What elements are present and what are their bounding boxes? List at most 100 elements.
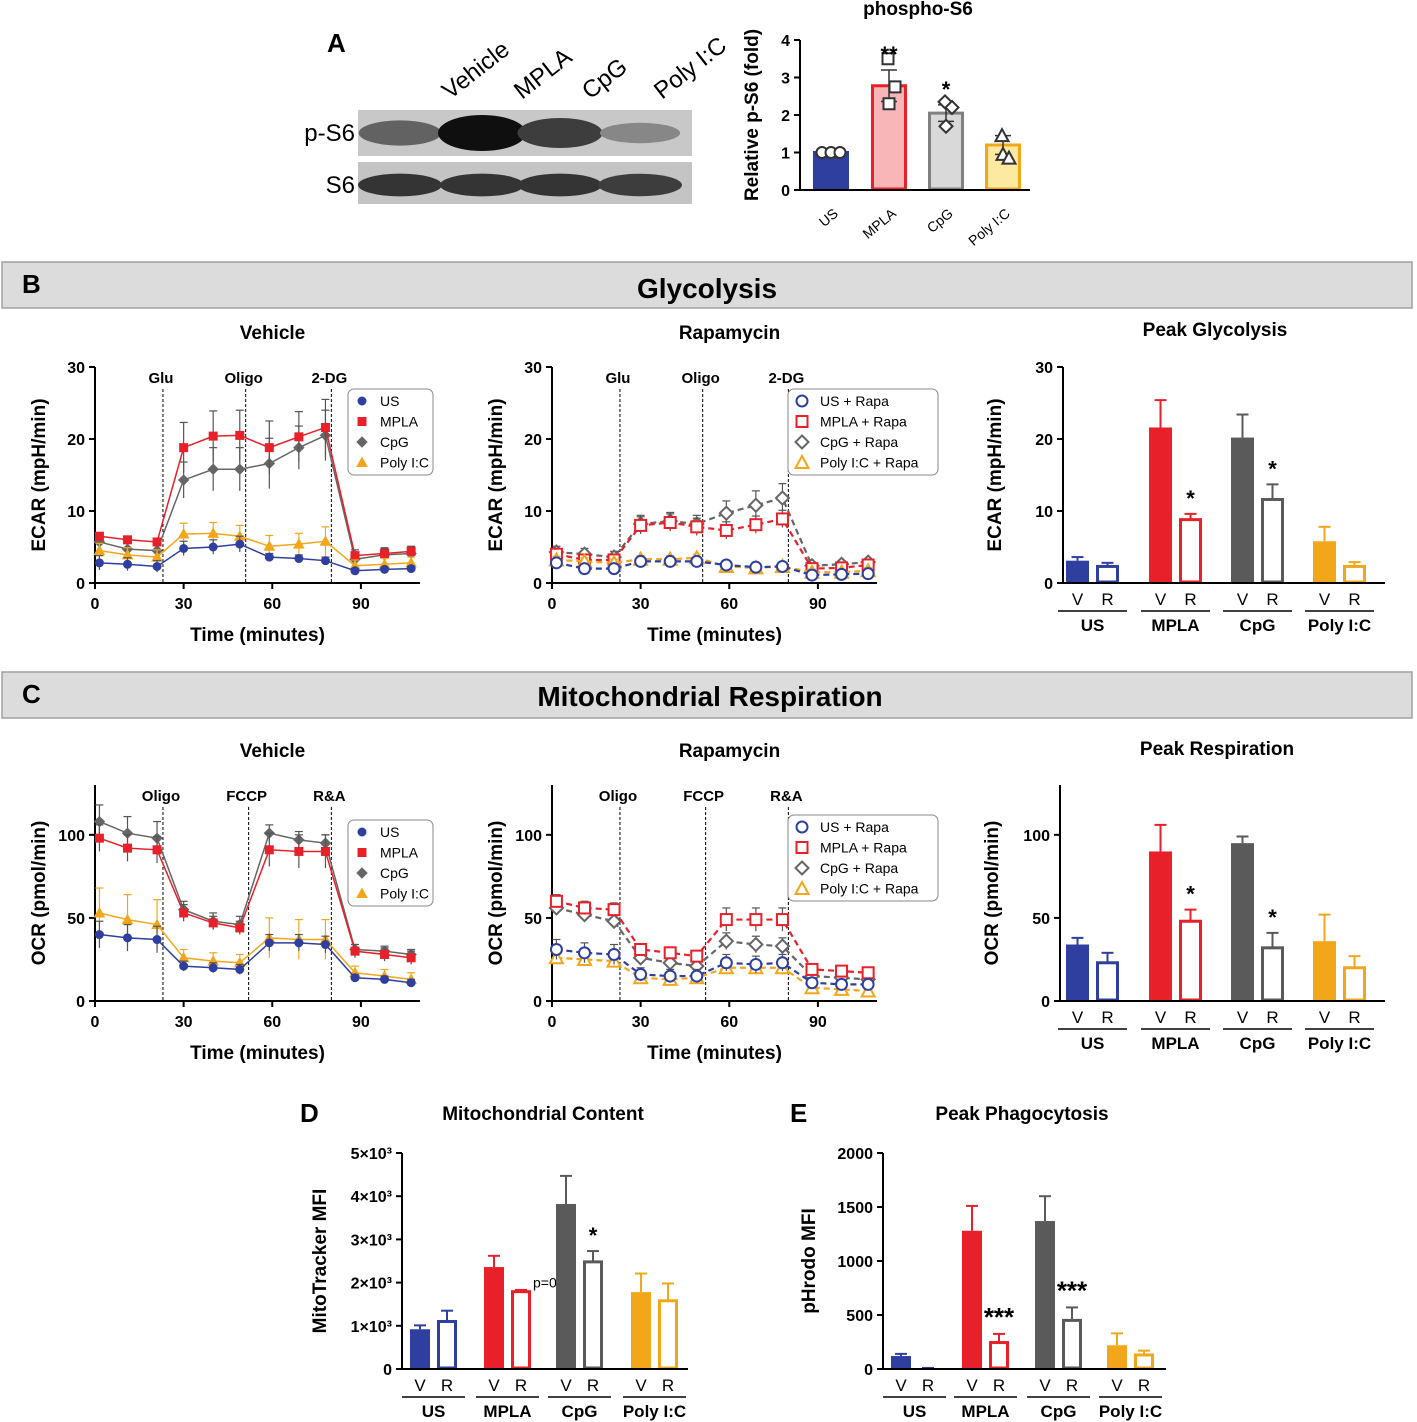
data-point-mpla-rapa xyxy=(663,516,677,530)
bar-mpla-vehicle xyxy=(484,1267,504,1369)
x-tick-label: 0 xyxy=(548,1014,557,1031)
y-axis-title: OCR (pmol/min) xyxy=(982,821,1003,966)
bar-label: V xyxy=(1072,590,1084,609)
series-line-mpla xyxy=(99,837,412,959)
chart-title: Vehicle xyxy=(240,741,306,762)
data-point-mpla xyxy=(152,537,162,547)
y-tick-label: 10 xyxy=(1035,504,1053,521)
legend-box xyxy=(347,388,434,476)
data-point-us xyxy=(294,938,304,948)
x-tick-label: 90 xyxy=(352,1014,370,1031)
significance-label: * xyxy=(942,77,951,102)
legend-marker-mpla xyxy=(357,417,367,426)
bar-mpla-rapamycin xyxy=(989,1341,1009,1370)
data-point-us xyxy=(94,930,104,940)
series-line-us xyxy=(99,933,412,984)
y-axis-title: ECAR (mpH/min) xyxy=(985,398,1006,551)
data-point-us xyxy=(294,554,304,564)
data-point-us-rapa xyxy=(775,559,789,573)
replicate-point-mpla xyxy=(882,97,896,111)
bar-label: R xyxy=(1101,1008,1113,1027)
data-point-us xyxy=(350,566,360,576)
bar-poly-i-c-vehicle xyxy=(1313,541,1336,583)
data-point-us xyxy=(380,974,390,984)
y-tick-label: 30 xyxy=(1035,360,1053,377)
replicate-point-poly-i-c xyxy=(1000,149,1018,165)
data-point-mpla xyxy=(94,531,104,541)
bar-label: V xyxy=(1155,1008,1167,1027)
x-tick-label: 90 xyxy=(809,1014,827,1031)
y-tick-label: 3×10³ xyxy=(351,1232,392,1249)
injection-label: 2-DG xyxy=(768,370,804,387)
chart-title: Peak Glycolysis xyxy=(1143,320,1288,341)
data-point-mpla xyxy=(123,535,132,545)
data-point-mpla-rapa xyxy=(578,901,591,915)
data-point-us xyxy=(320,940,330,950)
data-point-us xyxy=(264,938,274,948)
group-label-poly-i-c: Poly I:C xyxy=(1099,1402,1162,1421)
y-tick-label: 0 xyxy=(1041,994,1050,1011)
data-point-mpla xyxy=(406,953,416,963)
data-point-us-rapa xyxy=(663,969,677,983)
x-axis-title: Time (minutes) xyxy=(647,625,782,646)
respiration-banner xyxy=(1,671,1413,719)
legend-label-cpg-rapa: CpG + Rapa xyxy=(820,860,898,876)
bar-label: V xyxy=(560,1376,572,1395)
data-point-mpla-rapa xyxy=(775,512,789,526)
bar-label: V xyxy=(635,1376,647,1395)
y-tick-label: 2×10³ xyxy=(351,1276,392,1293)
bar-mpla-rapamycin xyxy=(1179,518,1202,584)
y-tick-label: 100 xyxy=(1023,828,1050,845)
blot-row-label-s6: S6 xyxy=(326,172,355,199)
y-tick-label: 5×10³ xyxy=(351,1146,392,1163)
legend-box xyxy=(347,819,434,907)
bar-label: V xyxy=(1237,1008,1249,1027)
data-point-mpla xyxy=(320,422,330,432)
data-point-mpla xyxy=(380,548,390,558)
data-point-mpla xyxy=(350,551,360,561)
glycolysis-vehicle-chart: Vehicle 0 10 20 30 ECAR (mpH/min) 0 30 60 90 Time … xyxy=(29,323,434,646)
y-tick-label: 1 xyxy=(781,146,790,163)
data-point-us xyxy=(350,973,360,983)
chart-title: Mitochondrial Content xyxy=(442,1104,644,1125)
data-point-mpla xyxy=(350,946,360,956)
injection-label: Oligo xyxy=(682,370,720,387)
replicate-point-poly-i-c xyxy=(993,127,1011,143)
y-axis-title: ECAR (mpH/min) xyxy=(29,398,50,551)
x-tick-label: 0 xyxy=(548,596,557,613)
glycolysis-banner xyxy=(1,261,1413,309)
data-point-us xyxy=(406,564,416,574)
legend-box xyxy=(787,814,939,902)
y-tick-label: 0 xyxy=(76,994,85,1011)
chart-title: Peak Phagocytosis xyxy=(935,1104,1108,1125)
y-axis-title: pHrodo MFI xyxy=(799,1208,820,1314)
legend-marker-us-rapa xyxy=(795,820,809,834)
replicate-point-us xyxy=(833,146,847,159)
data-point-poly-i-c xyxy=(263,540,276,551)
data-point-mpla xyxy=(320,846,330,856)
data-point-mpla xyxy=(179,443,189,453)
y-tick-label: 0 xyxy=(864,1362,873,1379)
legend-label-poly-i-c: Poly I:C xyxy=(380,886,429,902)
phospho-s6-chart: phospho-S6 0 1 2 3 4 Relative p-S6 (fold) US ** M… xyxy=(742,0,1030,249)
bar-us-vehicle xyxy=(410,1329,430,1369)
y-tick-label: 3 xyxy=(781,71,790,88)
bar-label: V xyxy=(1319,590,1331,609)
data-point-mpla xyxy=(264,845,274,855)
data-point-mpla xyxy=(94,833,104,843)
data-point-us xyxy=(179,543,189,553)
blot-band-ps6 xyxy=(599,122,681,144)
y-tick-label: 1×10³ xyxy=(351,1319,392,1336)
y-tick-label: 2000 xyxy=(837,1146,873,1163)
injection-label: Glu xyxy=(148,370,173,387)
x-tick-label: 30 xyxy=(175,596,193,613)
data-point-us-rapa xyxy=(861,567,875,581)
data-point-mpla xyxy=(208,431,218,441)
y-tick-label: 1000 xyxy=(837,1254,873,1271)
data-point-us-rapa xyxy=(749,957,763,971)
panel-letter-c: C xyxy=(22,679,41,709)
group-label-cpg: CpG xyxy=(1041,1402,1077,1421)
bar-poly-i-c-rapamycin xyxy=(658,1299,678,1370)
